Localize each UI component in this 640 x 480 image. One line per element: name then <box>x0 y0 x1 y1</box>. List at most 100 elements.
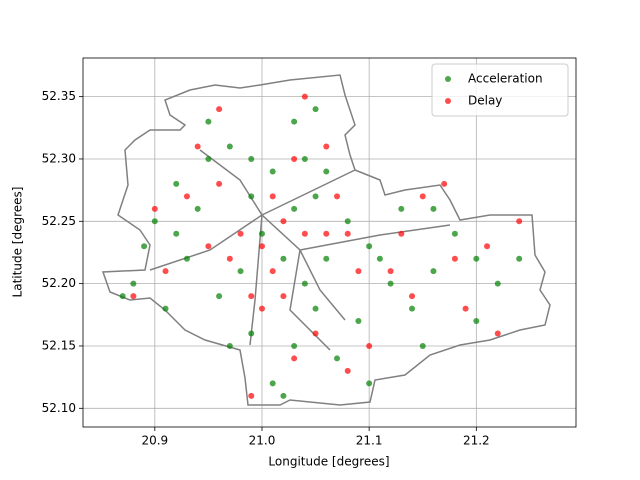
x-tick-label: 21.0 <box>249 434 276 448</box>
point <box>430 205 437 212</box>
point <box>451 230 458 237</box>
point <box>119 293 126 300</box>
point <box>130 280 137 287</box>
point <box>248 155 255 162</box>
point <box>291 155 298 162</box>
point <box>430 268 437 275</box>
point <box>248 392 255 399</box>
point <box>355 268 362 275</box>
point <box>248 193 255 200</box>
point <box>194 205 201 212</box>
point <box>312 330 319 337</box>
point <box>248 330 255 337</box>
point <box>205 155 212 162</box>
point <box>419 342 426 349</box>
point <box>376 255 383 262</box>
point <box>323 255 330 262</box>
point <box>205 243 212 250</box>
plot-frame <box>82 57 577 428</box>
point <box>355 318 362 325</box>
point <box>473 318 480 325</box>
point <box>387 280 394 287</box>
point <box>269 380 276 387</box>
legend-label: Acceleration <box>468 72 543 86</box>
point <box>312 106 319 113</box>
y-axis-label: Latitude [degrees] <box>11 187 25 298</box>
point <box>280 293 287 300</box>
point <box>226 342 233 349</box>
point <box>366 380 373 387</box>
point <box>237 230 244 237</box>
x-axis-label: Longitude [degrees] <box>268 455 389 469</box>
point <box>344 367 351 374</box>
point <box>258 230 265 237</box>
point <box>334 355 341 362</box>
y-tick-label: 52.15 <box>42 338 76 352</box>
point <box>387 268 394 275</box>
point <box>194 143 201 150</box>
point <box>312 305 319 312</box>
point <box>205 118 212 125</box>
point <box>183 193 190 200</box>
point <box>237 268 244 275</box>
x-tick-label: 21.2 <box>463 434 490 448</box>
point <box>162 305 169 312</box>
y-tick-label: 52.20 <box>42 276 76 290</box>
point <box>280 392 287 399</box>
legend-box <box>431 63 569 117</box>
point <box>473 255 480 262</box>
point <box>323 168 330 175</box>
point <box>269 168 276 175</box>
point <box>216 180 223 187</box>
point <box>162 268 169 275</box>
point <box>291 342 298 349</box>
point <box>226 143 233 150</box>
point <box>280 255 287 262</box>
point <box>173 230 180 237</box>
point <box>301 230 308 237</box>
point <box>258 305 265 312</box>
point <box>323 230 330 237</box>
y-tick-label: 52.35 <box>42 89 76 103</box>
point <box>130 293 137 300</box>
legend-marker <box>445 76 451 82</box>
legend-marker <box>445 98 451 104</box>
point <box>494 280 501 287</box>
point <box>409 293 416 300</box>
point <box>226 255 233 262</box>
y-tick-label: 52.25 <box>42 214 76 228</box>
point <box>484 243 491 250</box>
point <box>291 355 298 362</box>
point <box>344 230 351 237</box>
point <box>398 205 405 212</box>
y-tick-label: 52.10 <box>42 401 76 415</box>
x-tick-label: 20.9 <box>141 434 168 448</box>
point <box>323 143 330 150</box>
point <box>344 218 351 225</box>
point <box>216 106 223 113</box>
point <box>291 205 298 212</box>
point <box>301 155 308 162</box>
point <box>494 330 501 337</box>
point <box>366 243 373 250</box>
point <box>301 280 308 287</box>
point <box>258 243 265 250</box>
point <box>151 218 158 225</box>
x-tick-label: 21.1 <box>356 434 383 448</box>
point <box>312 193 319 200</box>
district-boundary <box>101 74 551 406</box>
point <box>366 342 373 349</box>
point <box>248 293 255 300</box>
legend-label: Delay <box>468 94 502 108</box>
point <box>516 218 523 225</box>
point <box>441 180 448 187</box>
point <box>141 243 148 250</box>
point <box>280 218 287 225</box>
point <box>183 255 190 262</box>
point <box>269 193 276 200</box>
point <box>173 180 180 187</box>
point <box>409 305 416 312</box>
point <box>398 230 405 237</box>
point <box>291 118 298 125</box>
